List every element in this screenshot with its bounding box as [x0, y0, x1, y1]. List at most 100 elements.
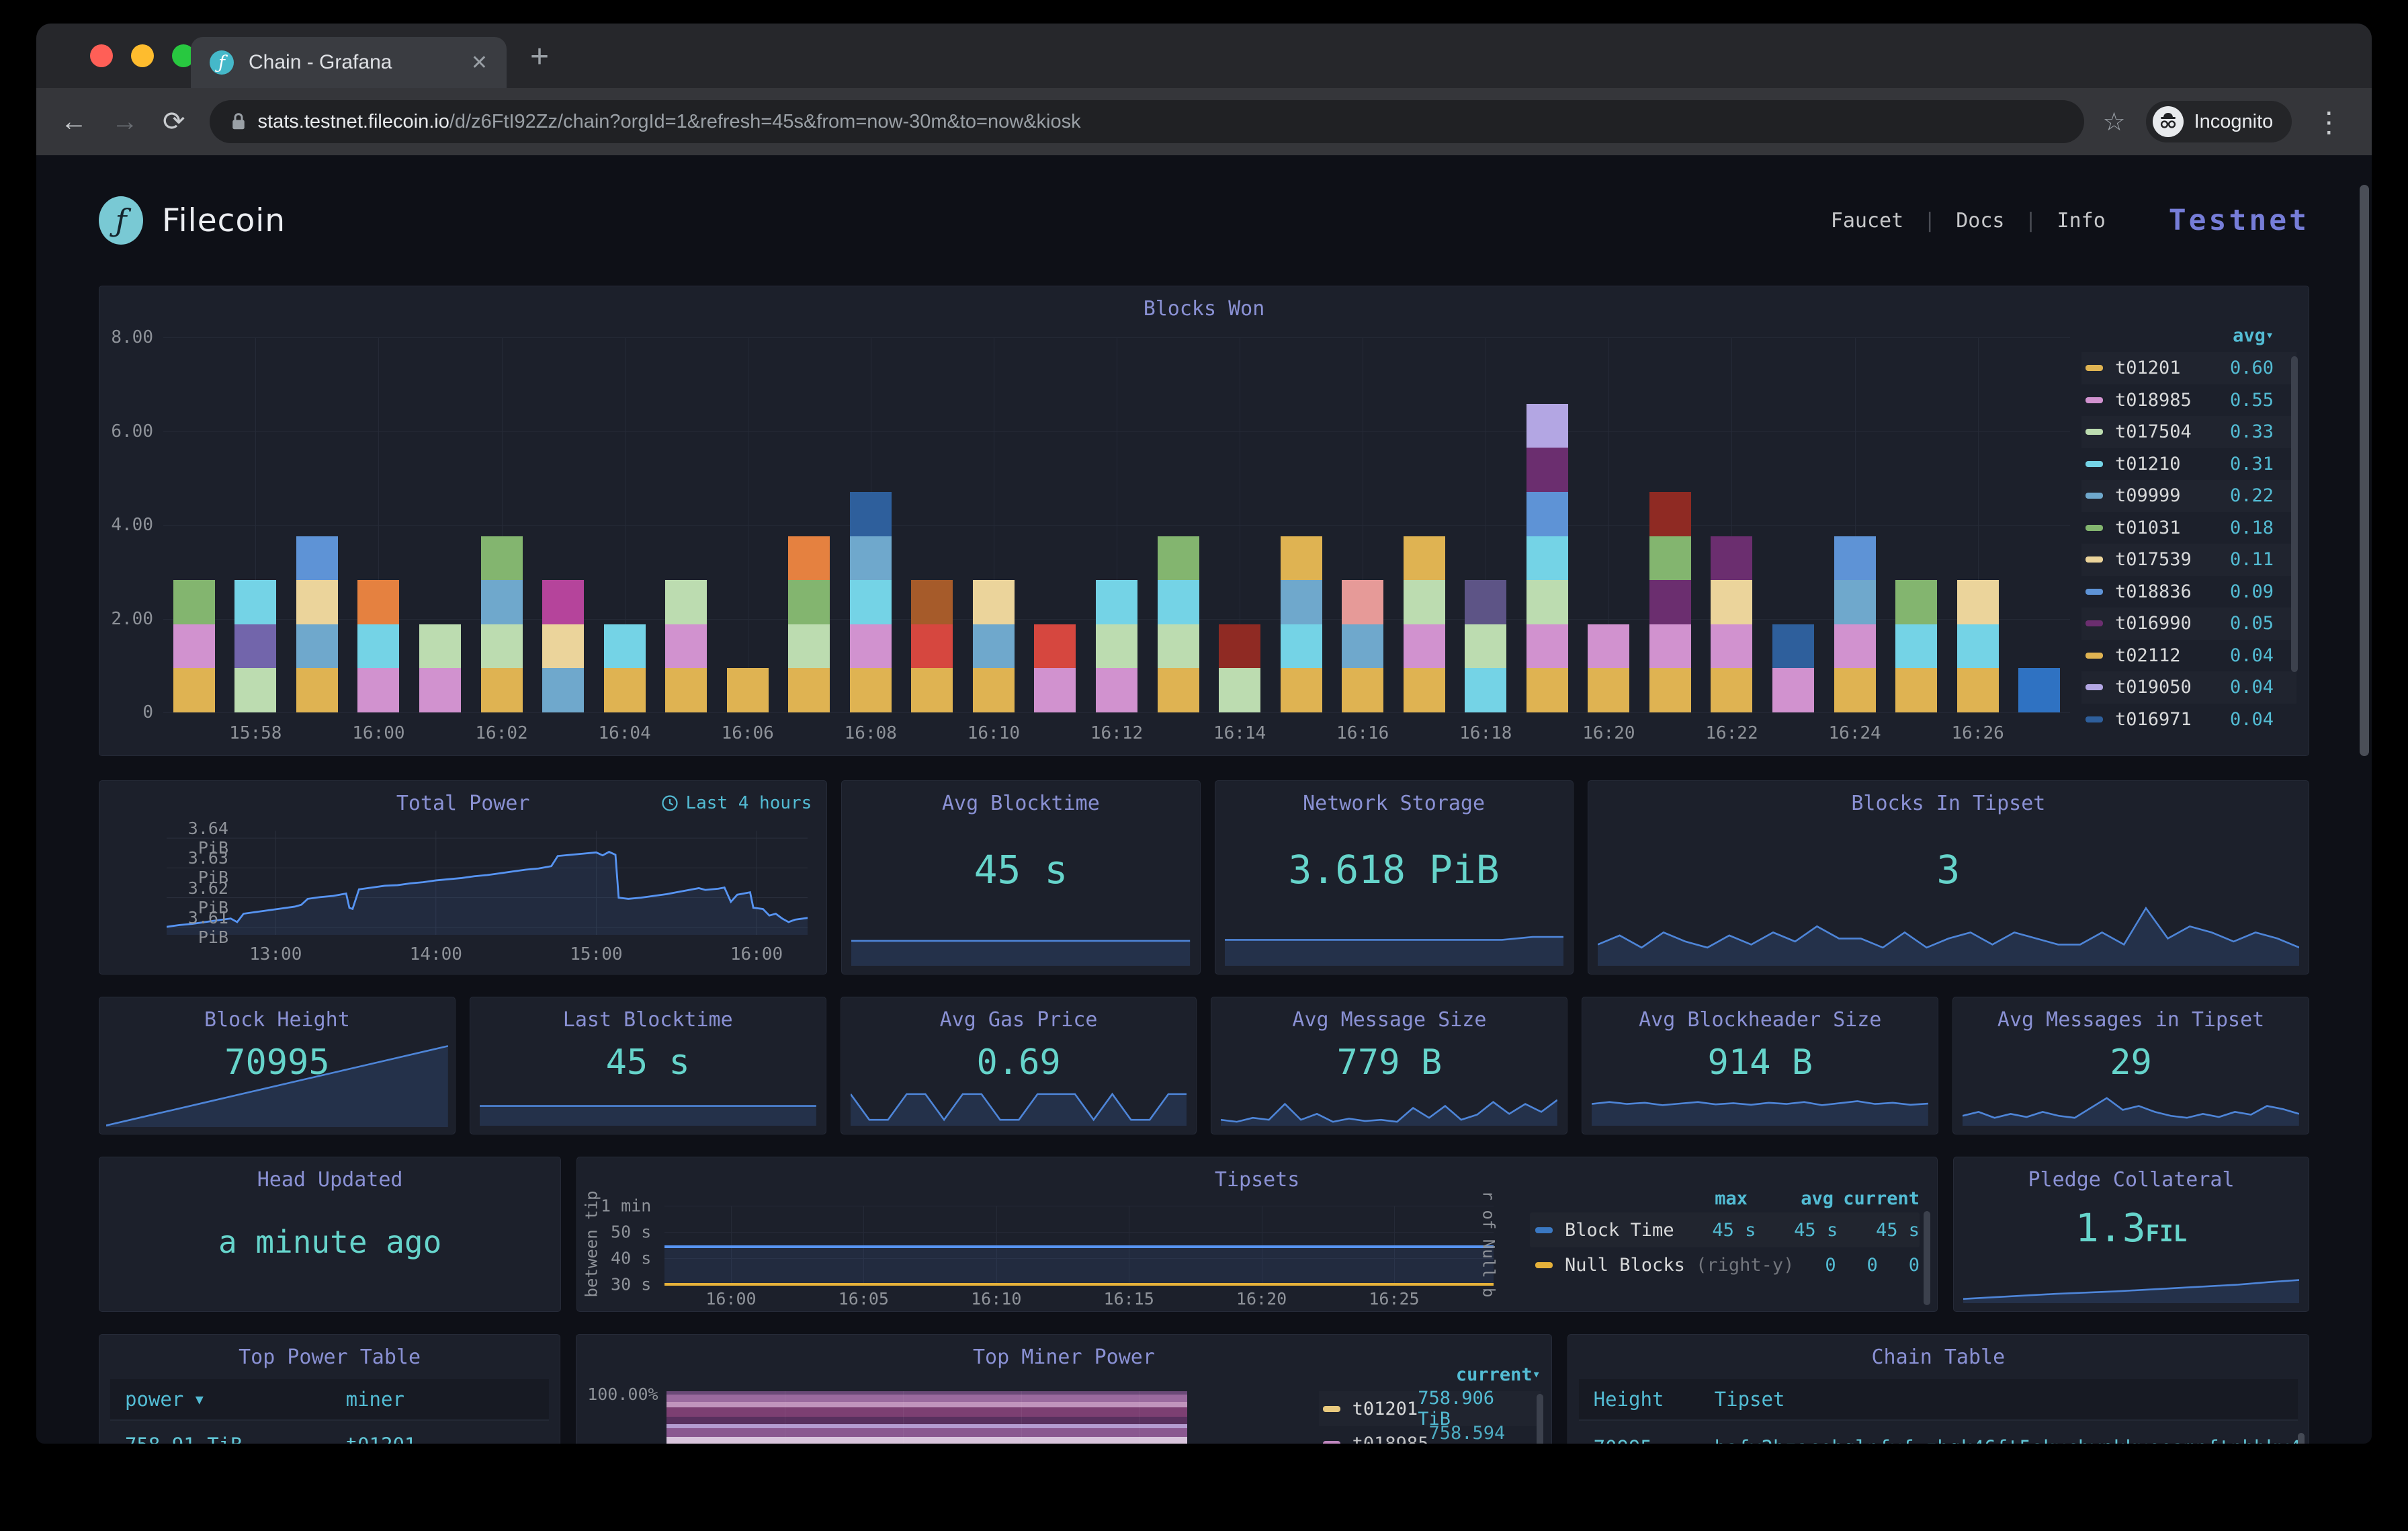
tab-close-icon[interactable]: ✕ — [470, 51, 488, 74]
stacked-bar[interactable] — [1956, 580, 1999, 712]
panel-title[interactable]: Total Power — [396, 792, 530, 815]
stacked-bar[interactable] — [1157, 536, 1199, 712]
column-header-power[interactable]: power ▼ — [125, 1388, 204, 1411]
stacked-bar[interactable] — [1096, 580, 1137, 712]
legend-sort-header[interactable]: current▾ — [1455, 1364, 1541, 1385]
stacked-bar[interactable] — [911, 580, 953, 712]
stacked-bar[interactable] — [1034, 624, 1076, 712]
legend-item-t017539[interactable]: t017539 0.11 — [2081, 544, 2296, 576]
table-scrollbar[interactable] — [2298, 1433, 2305, 1444]
stacked-bar[interactable] — [1711, 536, 1753, 712]
stacked-bar[interactable] — [1895, 580, 1938, 712]
close-window-button[interactable] — [90, 44, 113, 67]
stacked-bar[interactable] — [972, 580, 1015, 712]
legend-item-t017504[interactable]: t017504 0.33 — [2081, 416, 2296, 448]
forward-icon[interactable]: → — [112, 106, 138, 136]
stacked-bar[interactable] — [1280, 536, 1322, 712]
panel-title[interactable]: Pledge Collateral — [2028, 1168, 2235, 1192]
stacked-bar[interactable] — [480, 536, 523, 712]
stacked-bar[interactable] — [1219, 624, 1261, 712]
stacked-bar[interactable] — [1342, 580, 1384, 712]
column-header-tipset[interactable]: Tipset — [1714, 1388, 1785, 1411]
panel-title[interactable]: Network Storage — [1303, 792, 1486, 815]
stacked-bar[interactable] — [2018, 668, 2061, 712]
url-bar[interactable]: stats.testnet.filecoin.io/d/z6FtI92Zz/ch… — [209, 100, 2084, 143]
legend-sort-header[interactable]: avg▾ — [2233, 325, 2274, 346]
legend-scrollbar[interactable] — [1924, 1211, 1931, 1305]
browser-tab[interactable]: ƒ Chain - Grafana ✕ — [191, 37, 507, 88]
legend-item-block-time[interactable]: Block Time 45 s 45 s 45 s — [1530, 1212, 1920, 1247]
stacked-bar[interactable] — [849, 492, 892, 712]
back-icon[interactable]: ← — [60, 106, 87, 136]
nav-link-info[interactable]: Info — [2057, 208, 2106, 233]
legend-item-t09999[interactable]: t09999 0.22 — [2081, 480, 2296, 512]
panel-title[interactable]: Avg Blockheader Size — [1639, 1008, 1882, 1032]
stacked-bar[interactable] — [603, 624, 646, 712]
stacked-bar[interactable] — [1403, 536, 1445, 712]
panel-title[interactable]: Avg Message Size — [1292, 1008, 1487, 1032]
stacked-bar[interactable] — [1772, 624, 1815, 712]
legend-item-t01210[interactable]: t01210 0.31 — [2081, 448, 2296, 481]
panel-title[interactable]: Top Miner Power — [972, 1346, 1155, 1369]
minimize-window-button[interactable] — [131, 44, 154, 67]
legend-item-t01201[interactable]: t01201 758.906 TiB — [1319, 1388, 1541, 1430]
miner-cell: t01201 — [331, 1434, 550, 1444]
legend-item-t018836[interactable]: t018836 0.09 — [2081, 576, 2296, 608]
column-header-miner[interactable]: miner — [345, 1388, 404, 1411]
time-range-label[interactable]: Last 4 hours — [661, 793, 812, 813]
stacked-bar[interactable] — [1834, 536, 1876, 712]
stacked-bar[interactable] — [726, 668, 769, 712]
panel-title[interactable]: Avg Blocktime — [942, 792, 1100, 815]
panel-title[interactable]: Blocks In Tipset — [1851, 792, 2046, 815]
stacked-bar[interactable] — [1526, 403, 1568, 712]
right-axis-label: r of Null b — [1479, 1190, 1498, 1297]
panel-title[interactable]: Avg Gas Price — [939, 1008, 1098, 1032]
stacked-bar[interactable] — [296, 536, 338, 712]
panel-title[interactable]: Tipsets — [1214, 1168, 1300, 1192]
tab-title: Chain - Grafana — [249, 51, 392, 73]
legend-item-t016990[interactable]: t016990 0.05 — [2081, 608, 2296, 640]
brand[interactable]: ƒ Filecoin — [99, 196, 286, 245]
new-tab-button[interactable]: + — [530, 39, 550, 75]
stacked-bar[interactable] — [173, 580, 215, 712]
legend-item-t018985[interactable]: t018985 0.55 — [2081, 384, 2296, 417]
panel-title[interactable]: Head Updated — [257, 1168, 403, 1192]
nav-link-docs[interactable]: Docs — [1956, 208, 2005, 233]
stacked-bar[interactable] — [788, 536, 830, 712]
stacked-bar[interactable] — [419, 624, 461, 712]
stacked-bar[interactable] — [1465, 580, 1507, 712]
y-axis-tick: 3.64 PiB — [187, 819, 228, 858]
menu-kebab-icon[interactable]: ⋮ — [2315, 106, 2344, 138]
legend-item-t01201[interactable]: t01201 0.60 — [2081, 352, 2296, 384]
legend-scrollbar[interactable] — [1536, 1394, 1543, 1444]
legend-item-t01031[interactable]: t01031 0.18 — [2081, 512, 2296, 544]
stacked-bar[interactable] — [1588, 624, 1630, 712]
panel-title[interactable]: Last Blocktime — [562, 1008, 733, 1032]
nav-link-faucet[interactable]: Faucet — [1830, 208, 1904, 233]
panel-title[interactable]: Top Power Table — [239, 1346, 421, 1369]
stacked-bar[interactable] — [357, 580, 400, 712]
legend-item-t019050[interactable]: t019050 0.04 — [2081, 671, 2296, 704]
page-scrollbar[interactable] — [2360, 185, 2369, 756]
panel-network-storage: Network Storage 3.618 PiB — [1214, 780, 1574, 975]
legend-item-t016971[interactable]: t016971 0.04 — [2081, 704, 2296, 736]
y-axis-tick: 100.00% — [587, 1384, 658, 1404]
panel-title[interactable]: Chain Table — [1871, 1346, 2006, 1369]
panel-title[interactable]: Block Height — [204, 1008, 350, 1032]
reload-icon[interactable]: ⟳ — [163, 107, 185, 136]
column-header-height[interactable]: Height — [1593, 1388, 1664, 1411]
stacked-bar[interactable] — [542, 580, 585, 712]
legend-scrollbar[interactable] — [2291, 356, 2298, 672]
stacked-bar[interactable] — [1649, 492, 1691, 712]
bookmark-star-icon[interactable]: ☆ — [2102, 108, 2126, 136]
series-color-icon — [2086, 716, 2103, 722]
panel-title[interactable]: Blocks Won — [1143, 297, 1265, 321]
stacked-bar[interactable] — [234, 580, 277, 712]
stacked-bar[interactable] — [665, 580, 707, 712]
panel-title[interactable]: Avg Messages in Tipset — [1997, 1008, 2265, 1032]
legend-columns[interactable]: max avg current — [1715, 1188, 1920, 1209]
legend-item-t02112[interactable]: t02112 0.04 — [2081, 640, 2296, 672]
